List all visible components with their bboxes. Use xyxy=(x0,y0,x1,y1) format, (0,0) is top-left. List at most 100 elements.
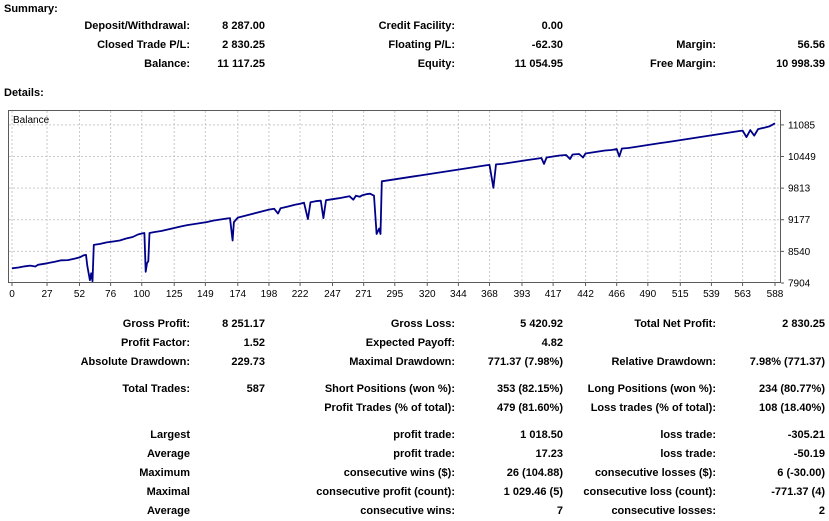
value-cell: 26 (104.88) xyxy=(506,467,563,479)
details-heading: Details: xyxy=(4,87,44,99)
table-row: Balance: 11 117.25 Equity: 11 054.95 Free Ma… xyxy=(0,55,825,74)
summary-table: Deposit/Withdrawal: 8 287.00 Credit Facili… xyxy=(0,17,825,74)
x-axis-tick-label: 125 xyxy=(166,289,183,300)
x-axis-tick-label: 490 xyxy=(639,289,656,300)
value-cell: 1 029.46 (5) xyxy=(503,486,563,498)
label-cell: Average xyxy=(146,505,190,517)
summary-heading: Summary: xyxy=(4,3,58,15)
value-cell xyxy=(190,445,265,464)
x-axis-tick-label: 563 xyxy=(734,289,751,300)
label-cell: Closed Trade P/L: xyxy=(97,39,190,51)
value-cell: 587 xyxy=(246,383,265,395)
table-row: Profit Factor: 1.52 Expected Payoff: 4.82 xyxy=(0,334,825,353)
label-cell: Profit Factor: xyxy=(120,337,190,349)
label-cell: Long Positions (won %): xyxy=(587,383,716,395)
y-axis-tick-label: 8540 xyxy=(788,247,811,258)
value-cell: 17.23 xyxy=(535,448,563,460)
value-cell xyxy=(716,17,825,36)
label-cell: Loss trades (% of total): xyxy=(590,402,716,414)
value-cell: 8 251.17 xyxy=(222,318,265,330)
table-row: Average consecutive wins: 7 consecutive los… xyxy=(0,502,825,521)
x-axis-tick-label: 222 xyxy=(292,289,309,300)
label-cell: Largest xyxy=(150,429,190,441)
value-cell: -771.37 (4) xyxy=(771,486,825,498)
y-axis-tick-label: 9813 xyxy=(788,184,811,195)
value-cell: 6 (-30.00) xyxy=(777,467,825,479)
label-cell: Margin: xyxy=(676,39,716,51)
table-row: Maximum consecutive wins ($): 26 (104.88) c… xyxy=(0,464,825,483)
value-cell: 2 830.25 xyxy=(222,39,265,51)
label-cell: Maximum xyxy=(139,467,190,479)
value-cell: 479 (81.60%) xyxy=(496,402,563,414)
label-cell xyxy=(0,399,190,418)
x-axis-tick-label: 174 xyxy=(229,289,246,300)
value-cell: 2 830.25 xyxy=(782,318,825,330)
value-cell: 771.37 (7.98%) xyxy=(487,356,563,368)
table-row: Total Trades: 587 Short Positions (won %):… xyxy=(0,380,825,399)
statistics-table: Gross Profit: 8 251.17 Gross Loss: 5 420.92… xyxy=(0,315,825,521)
value-cell: 2 xyxy=(818,505,825,517)
x-axis-tick-label: 52 xyxy=(74,289,86,300)
label-cell: Deposit/Withdrawal: xyxy=(84,20,190,32)
x-axis-tick-label: 27 xyxy=(41,289,53,300)
x-axis-tick-label: 442 xyxy=(577,289,594,300)
value-cell: 5 420.92 xyxy=(520,318,563,330)
label-cell: Profit Trades (% of total): xyxy=(324,402,455,414)
balance-line xyxy=(11,122,776,283)
value-cell: 1 018.50 xyxy=(520,429,563,441)
y-axis-tick-label: 11085 xyxy=(788,120,816,131)
label-cell: Credit Facility: xyxy=(378,20,455,32)
x-axis-tick-label: 76 xyxy=(105,289,117,300)
plot-border xyxy=(8,110,781,283)
x-axis-tick-label: 417 xyxy=(545,289,562,300)
x-axis-tick-label: 149 xyxy=(197,289,214,300)
x-axis-tick-label: 368 xyxy=(481,289,498,300)
value-cell xyxy=(190,426,265,445)
x-axis-tick-label: 393 xyxy=(514,289,531,300)
label-cell: Absolute Drawdown: xyxy=(80,356,190,368)
value-cell: 229.73 xyxy=(231,356,265,368)
x-axis-tick-label: 588 xyxy=(767,289,784,300)
label-cell: Equity: xyxy=(417,58,455,70)
label-cell: Total Trades: xyxy=(122,383,190,395)
x-axis-tick-label: 198 xyxy=(261,289,278,300)
series-label: Balance xyxy=(13,115,50,126)
value-cell: 10 998.39 xyxy=(776,58,825,70)
table-row: Gross Profit: 8 251.17 Gross Loss: 5 420.92… xyxy=(0,315,825,334)
table-row: Closed Trade P/L: 2 830.25 Floating P/L: -6… xyxy=(0,36,825,55)
x-axis-tick-label: 539 xyxy=(703,289,720,300)
label-cell: loss trade: xyxy=(660,448,716,460)
label-cell: Floating P/L: xyxy=(388,39,455,51)
label-cell: Relative Drawdown: xyxy=(611,356,716,368)
label-cell: Short Positions (won %): xyxy=(324,383,455,395)
label-cell: consecutive profit (count): xyxy=(316,486,455,498)
value-cell: 8 287.00 xyxy=(222,20,265,32)
balance-chart-svg: 0 27 52 76 100 125 149 174 198 222 247 271 295 320 344… xyxy=(8,110,816,300)
x-axis-tick-label: 100 xyxy=(133,289,150,300)
label-cell: profit trade: xyxy=(393,448,455,460)
value-cell: 1.52 xyxy=(243,337,265,349)
value-cell: -305.21 xyxy=(787,429,825,441)
label-cell xyxy=(563,17,716,36)
x-axis-tick-label: 0 xyxy=(9,289,15,300)
label-cell: Maximal xyxy=(146,486,190,498)
value-cell xyxy=(190,399,265,418)
label-cell: Free Margin: xyxy=(649,58,716,70)
label-cell: consecutive wins: xyxy=(360,505,455,517)
value-cell xyxy=(190,483,265,502)
label-cell: consecutive loss (count): xyxy=(583,486,716,498)
table-row: Largest profit trade: 1 018.50 loss trade: -… xyxy=(0,426,825,445)
label-cell: loss trade: xyxy=(660,429,716,441)
value-cell: -50.19 xyxy=(793,448,825,460)
x-axis-tick-label: 320 xyxy=(419,289,436,300)
label-cell: profit trade: xyxy=(393,429,455,441)
value-cell: 4.82 xyxy=(541,337,563,349)
value-cell xyxy=(190,464,265,483)
label-cell: Maximal Drawdown: xyxy=(349,356,455,368)
label-cell: Total Net Profit: xyxy=(634,318,716,330)
x-axis-tick-label: 271 xyxy=(355,289,372,300)
label-cell xyxy=(563,334,716,353)
value-cell xyxy=(716,334,825,353)
value-cell: 11 117.25 xyxy=(217,58,265,70)
y-axis-tick-label: 9177 xyxy=(788,215,811,226)
